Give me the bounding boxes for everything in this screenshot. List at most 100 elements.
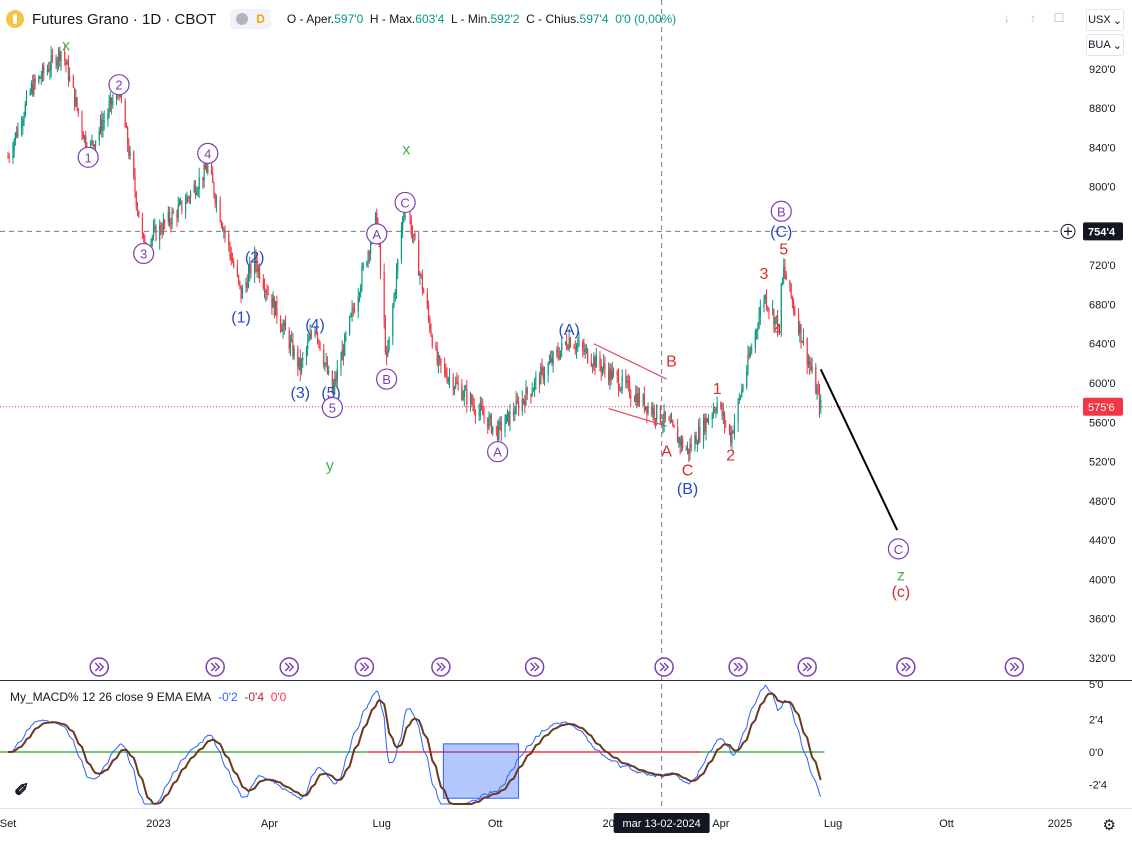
candle-body [499,421,501,423]
event-markers[interactable] [89,657,1025,677]
square-icon[interactable]: ☐ [1053,11,1065,25]
candle-body [319,341,321,350]
candle-body [289,340,292,349]
candle-body [495,426,497,428]
candle-body [517,402,520,411]
price-tick-label: 360'0 [1089,614,1116,626]
candle-body [212,173,214,183]
candle-body [255,253,257,265]
forward-chevrons [659,662,670,672]
candle-body [767,307,769,309]
candle-body [609,368,611,382]
candle-body [457,383,459,385]
wave-label: (c) [892,584,911,601]
arrow-up-icon[interactable]: ↑ [1030,11,1036,25]
candle-body [309,333,311,340]
candle-body [316,333,319,340]
candle-body [34,78,36,83]
candle-body [230,252,232,262]
candle-body [757,327,759,331]
candle-body [236,266,238,276]
candle-body [714,410,716,412]
status-pill[interactable]: D [230,9,271,29]
candle-body [326,362,329,374]
time-tick-label: Lug [373,818,391,830]
candle-body [722,412,724,417]
candle-body [682,439,684,449]
symbol-title[interactable]: Futures Grano · 1D · CBOT [32,10,217,28]
pane-toolbar: ↓ ↑ ☐ [996,8,1070,28]
close-value: 597'4 [579,12,609,26]
candle-body [421,275,423,291]
candle-body [688,448,690,454]
candle-body [75,97,77,106]
wave-label: 3 [760,266,769,283]
candle-body [325,362,327,364]
candle-body [233,262,235,267]
crosshair-date-label: mar 13-02-2024 [623,818,701,830]
symbol-logo-icon [6,10,24,28]
gear-icon[interactable]: ⚙ [1102,817,1116,834]
candle-body [564,342,567,344]
candle-body [630,396,632,399]
candle-body [474,411,477,416]
candle-body [315,330,317,334]
candle-body [331,370,333,394]
candle-body [567,347,569,349]
unit-button[interactable]: BUA ⌄ [1086,34,1124,56]
candle-body [50,55,52,70]
candle-body [712,410,715,415]
candle-body [482,408,484,416]
candle-body [59,49,61,62]
indicator-legend[interactable]: My_MACD% 12 26 close 9 EMA EMA -0'2 -0'4… [10,690,286,704]
candle-body [353,309,356,312]
market-status-icon [236,13,249,25]
candle-body [238,275,240,282]
candle-body [292,339,294,357]
price-tick-label: 400'0 [1089,574,1116,586]
candle-body [659,405,662,423]
candle-body [751,348,753,351]
candle-body [699,426,701,440]
candle-body [818,390,821,409]
candle-body [73,87,76,106]
currency-button[interactable]: USX ⌄ [1086,9,1124,31]
candle-body [774,317,776,325]
candle-body [443,364,446,369]
low-value: 592'2 [490,12,520,26]
time-tick-label: Apr [712,818,729,830]
candle-body [134,176,136,193]
arrow-down-icon[interactable]: ↓ [1004,11,1010,25]
time-tick-label: 20 [602,818,614,830]
candle-body [273,297,275,316]
wave-circle [376,368,398,390]
candle-body [85,135,87,150]
price-tick-label: 840'0 [1089,142,1116,154]
candle-body [521,399,523,411]
forward-chevrons [733,662,744,672]
candle-body [299,357,301,372]
currency-label: USX [1088,14,1111,26]
candle-body [673,425,675,428]
time-tick-label: 2023 [146,818,170,830]
candle-body [155,226,157,241]
last-price-badge [1083,397,1123,416]
candle-body [633,398,636,402]
candle-body [205,169,208,173]
candle-body [542,367,544,379]
candle-body [220,221,222,226]
candle-body [344,335,346,356]
candle-body [324,363,326,366]
wave-label: 5 [329,401,336,416]
candle-body [550,358,552,362]
axes: 920'0 880'0 840'0 800'0 720'0 680'0 640'0 600'0… [0,64,1116,833]
candle-body [335,377,337,381]
wave-label: 5 [779,242,788,259]
candle-body [77,108,79,114]
candle-body [797,314,800,334]
candle-body [358,293,361,297]
indicator-tick-label: 0'0 [1089,747,1103,759]
indicator-tick-label: -2'4 [1089,780,1107,792]
wave-label: A [661,444,672,461]
